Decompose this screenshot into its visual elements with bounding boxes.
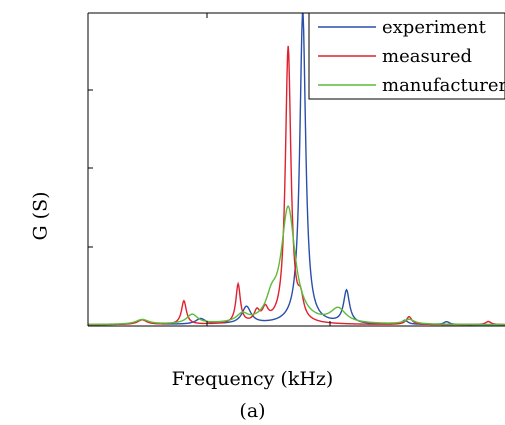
legend-label-experiment: experiment xyxy=(382,17,487,38)
legend-label-manufacturer: manufacturer xyxy=(382,75,505,96)
legend-label-measured: measured xyxy=(382,46,472,67)
y-axis-label: G (S) xyxy=(30,191,52,240)
x-axis-label: Frequency (kHz) xyxy=(0,368,505,390)
figure-caption: (a) xyxy=(0,400,505,422)
legend: experiment measured manufacturer xyxy=(309,13,505,99)
